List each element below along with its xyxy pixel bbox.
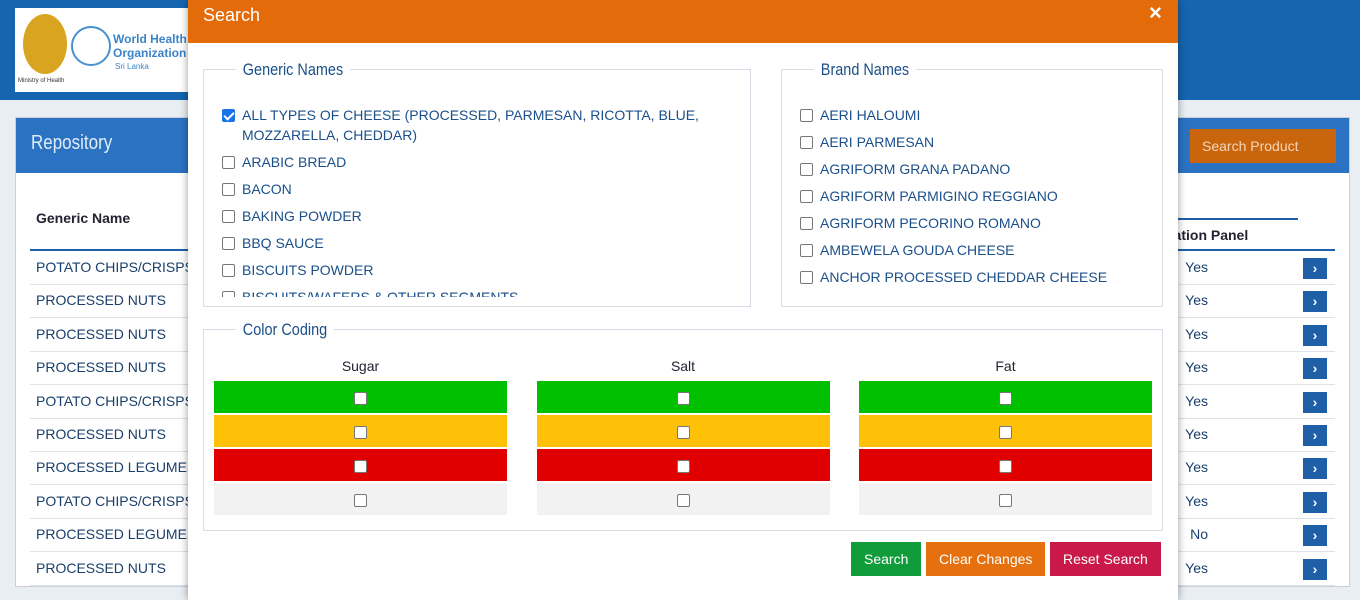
ministry: Ministry of Health <box>18 78 65 84</box>
panel-title: Repository <box>31 132 113 154</box>
option-label[interactable]: BACON <box>242 181 292 197</box>
checkbox[interactable] <box>222 109 235 122</box>
option-label[interactable]: ANCHOR PROCESSED CHEDDAR CHEESE <box>820 269 1108 285</box>
info-panel: Yes <box>1185 259 1208 275</box>
generic-name: PROCESSED NUTS <box>36 359 166 376</box>
brand-list: AERI HALOUMI AERI PARMESAN AGRIFORM GRANA … <box>782 100 1162 297</box>
generic-name: PROCESSED NUTS <box>36 559 166 576</box>
view-button[interactable]: › <box>1303 391 1327 413</box>
info-panel: Yes <box>1185 459 1208 476</box>
column-label: Sugar <box>341 358 380 374</box>
info-panel: No <box>1190 526 1208 543</box>
search-modal: Search × Generic Names ALL TYPES OF CHEE… <box>188 0 1178 600</box>
checkbox[interactable] <box>222 264 235 277</box>
view-button[interactable]: › <box>1303 491 1327 513</box>
checkbox[interactable] <box>676 392 690 405</box>
checkbox[interactable] <box>800 244 813 257</box>
who-emblem <box>71 26 111 66</box>
view-button[interactable]: › <box>1303 458 1327 480</box>
checkbox[interactable] <box>676 426 690 439</box>
color-legend: Color Coding <box>236 320 334 340</box>
checkbox[interactable] <box>800 217 813 230</box>
generic-name: PROCESSED LEGUMES <box>36 526 197 543</box>
view-button[interactable]: › <box>1303 525 1327 547</box>
brand-fieldset <box>781 69 1163 307</box>
checkbox[interactable] <box>800 136 813 149</box>
checkbox[interactable] <box>222 156 235 169</box>
checkbox[interactable] <box>999 426 1012 439</box>
logo-title: World Health Organization <box>113 32 187 60</box>
column-label: Salt <box>670 358 696 374</box>
option-label[interactable]: AMBEWELA GOUDA CHEESE <box>820 242 1015 258</box>
generic-name: PROCESSED LEGUMES <box>36 459 197 476</box>
generic-name: POTATO CHIPS/CRISPS <box>36 259 194 275</box>
option-label[interactable]: AERI PARMESAN <box>820 134 935 150</box>
checkbox[interactable] <box>800 109 813 122</box>
action-button[interactable]: Search <box>851 542 922 576</box>
checkbox[interactable] <box>676 460 690 473</box>
info-panel: Yes <box>1185 426 1208 442</box>
option-label[interactable]: BBQ SAUCE <box>242 235 324 251</box>
option-label[interactable]: AGRIFORM PECORINO ROMANO <box>820 215 1041 231</box>
option-label[interactable]: BAKING POWDER <box>242 208 362 224</box>
checkbox[interactable] <box>800 163 813 176</box>
checkbox[interactable] <box>800 271 813 284</box>
generic-legend: Generic Names <box>236 60 350 80</box>
view-button[interactable]: › <box>1303 291 1327 313</box>
close-button[interactable]: × <box>1149 0 1162 25</box>
checkbox[interactable] <box>354 392 367 405</box>
column-header: Generic Name <box>36 210 131 226</box>
checkbox[interactable] <box>676 494 690 507</box>
info-panel: Yes <box>1185 292 1208 309</box>
view-button[interactable]: › <box>1303 258 1327 279</box>
view-button[interactable]: › <box>1303 425 1327 446</box>
option-label[interactable]: AGRIFORM PARMIGINO REGGIANO <box>820 188 1058 204</box>
checkbox[interactable] <box>800 190 813 203</box>
view-button[interactable]: › <box>1303 558 1327 580</box>
generic-name: POTATO CHIPS/CRISPS <box>36 492 194 509</box>
generic-list: ALL TYPES OF CHEESE (PROCESSED, PARMESAN… <box>204 100 750 297</box>
modal-title: Search <box>203 5 261 25</box>
info-panel: Yes <box>1185 492 1208 509</box>
view-button[interactable]: › <box>1303 324 1327 346</box>
option-label[interactable]: ALL TYPES OF CHEESE (PROCESSED, PARMESAN… <box>242 107 699 143</box>
action-button[interactable]: Clear Changes <box>926 542 1046 576</box>
info-panel: Yes <box>1185 392 1208 409</box>
color-fieldset <box>203 329 1163 531</box>
info-panel: Yes <box>1185 325 1208 342</box>
checkbox[interactable] <box>999 494 1012 507</box>
info-panel: Yes <box>1185 359 1208 376</box>
checkbox[interactable] <box>354 494 367 507</box>
checkbox[interactable] <box>222 237 235 250</box>
column-label: Fat <box>995 358 1016 374</box>
logo: World Health Organization Sri Lanka Mini… <box>15 8 195 92</box>
checkbox[interactable] <box>222 183 235 196</box>
checkbox[interactable] <box>354 426 367 439</box>
generic-name: PROCESSED NUTS <box>36 325 166 342</box>
option-label[interactable]: BISCUITS POWDER <box>242 262 374 278</box>
generic-fieldset <box>203 69 751 307</box>
generic-name: PROCESSED NUTS <box>36 292 166 309</box>
action-button[interactable]: Reset Search <box>1050 542 1161 576</box>
header-line <box>1170 218 1298 220</box>
brand-legend: Brand Names <box>814 60 916 80</box>
emblem <box>23 14 67 74</box>
checkbox[interactable] <box>354 460 367 473</box>
logo-sub: Sri Lanka <box>115 62 149 71</box>
checkbox[interactable] <box>999 460 1012 473</box>
generic-name: POTATO CHIPS/CRISPS <box>36 392 194 409</box>
generic-name: PROCESSED NUTS <box>36 426 166 442</box>
view-button[interactable]: › <box>1303 358 1327 380</box>
info-panel: Yes <box>1185 559 1208 576</box>
checkbox[interactable] <box>222 210 235 223</box>
checkbox[interactable] <box>999 392 1012 405</box>
checkbox[interactable] <box>222 291 235 297</box>
option-label[interactable]: AGRIFORM GRANA PADANO <box>820 161 1011 177</box>
option-label[interactable]: AERI HALOUMI <box>820 107 921 123</box>
modal-header <box>188 0 1178 43</box>
search-product-button[interactable]: Search Product <box>1190 129 1336 163</box>
option-label[interactable]: ARABIC BREAD <box>242 154 347 170</box>
page: World Health Organization Sri Lanka Mini… <box>0 0 1360 579</box>
option-label[interactable]: BISCUITS/WAFERS & OTHER SEGMENTS <box>242 289 519 297</box>
